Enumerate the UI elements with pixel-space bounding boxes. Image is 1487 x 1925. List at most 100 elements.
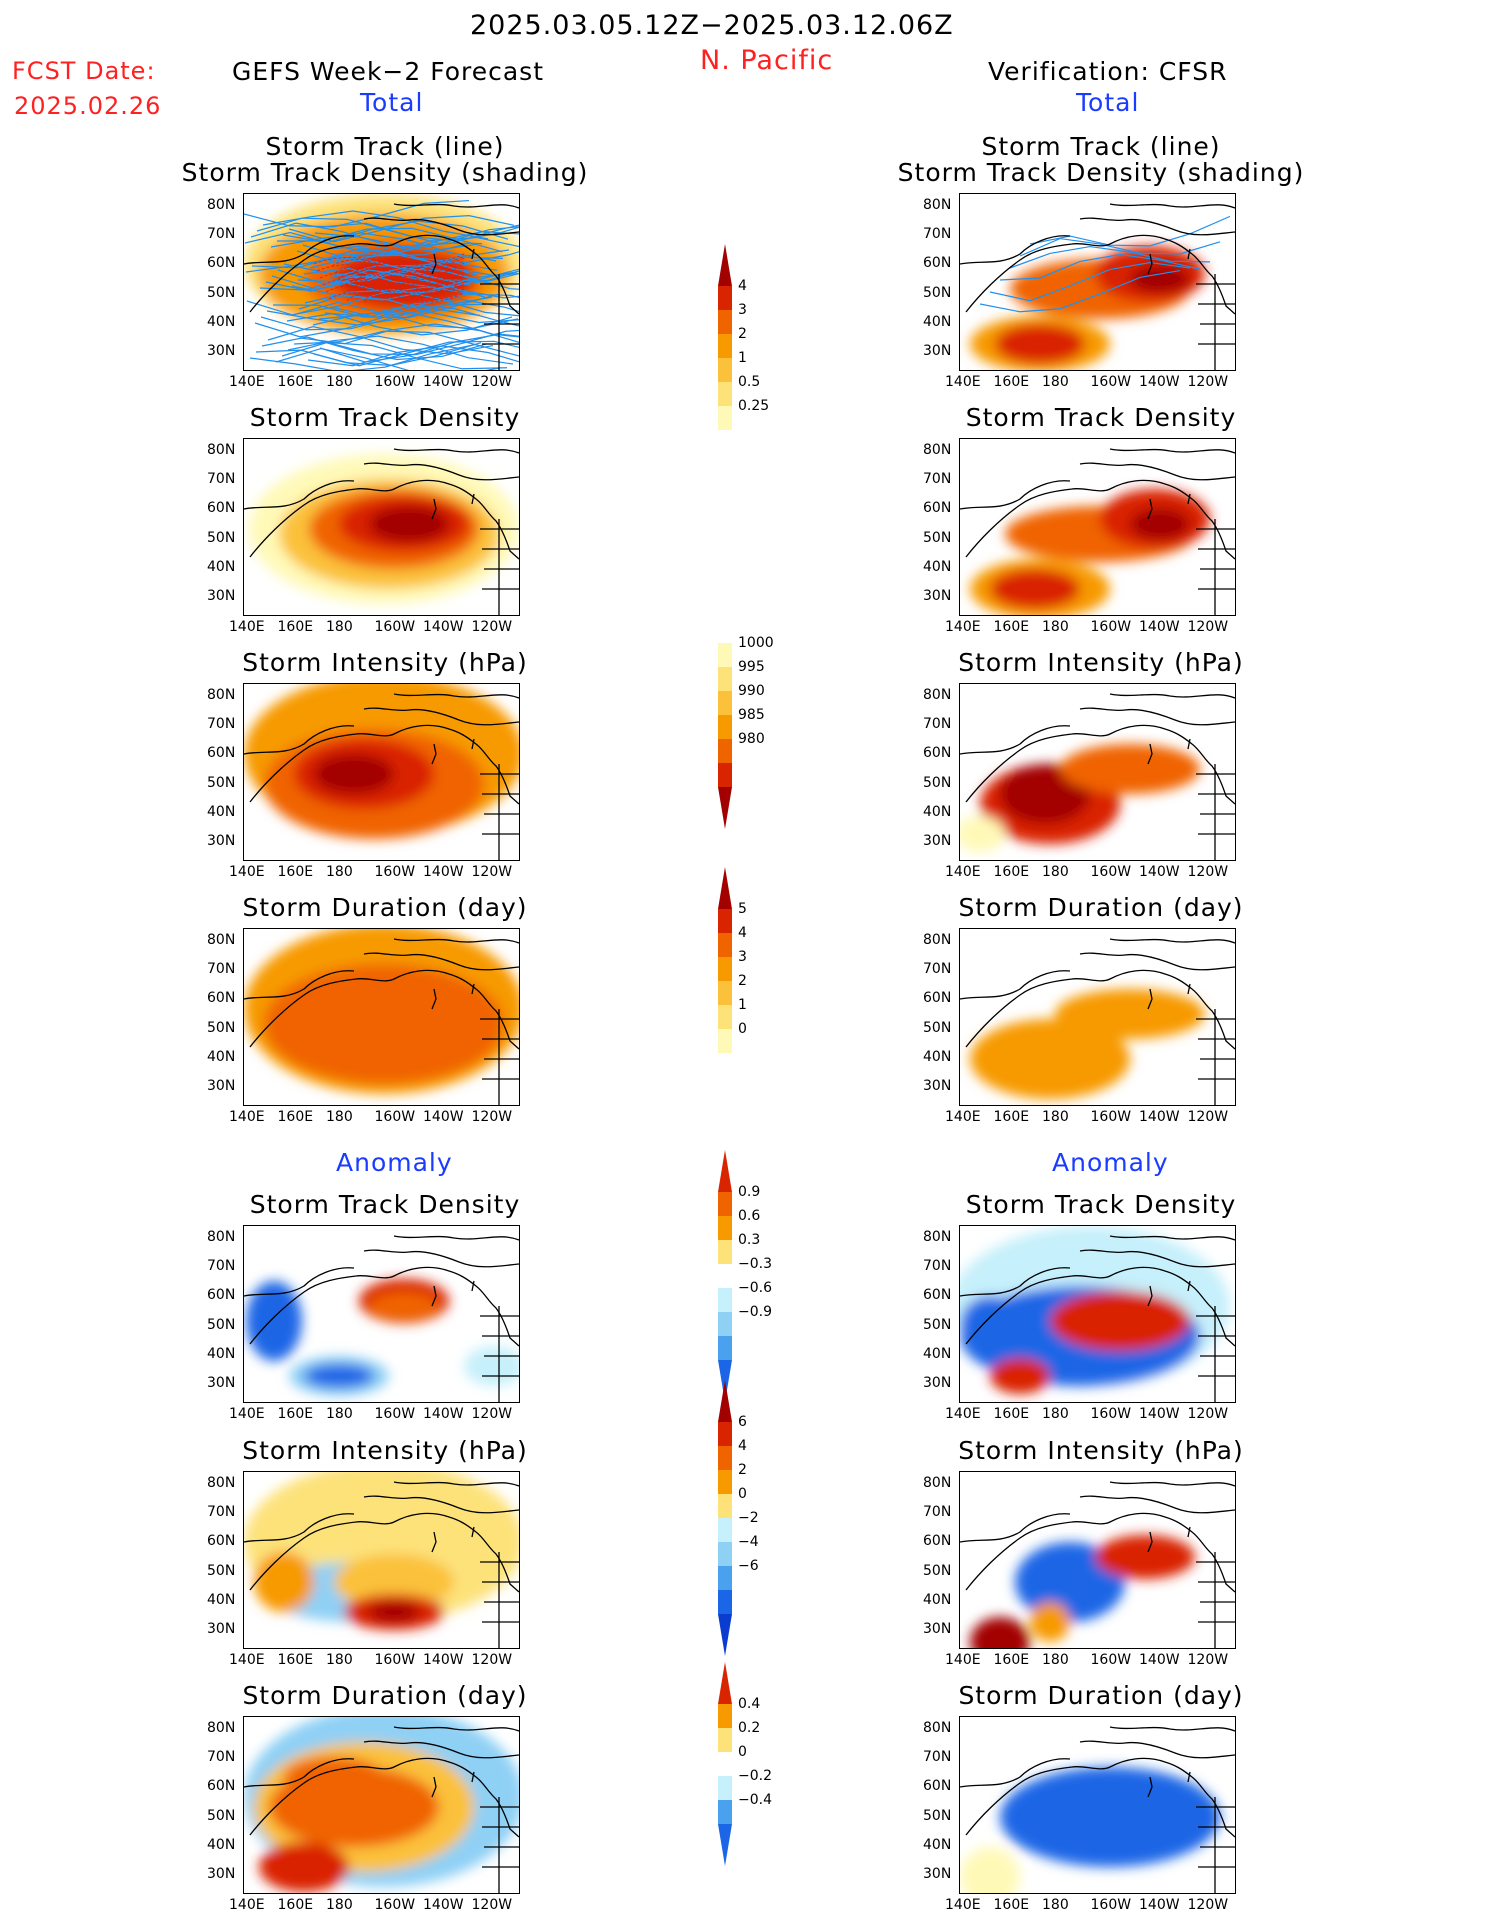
lat-tick-label: 70N (207, 226, 236, 243)
lon-tick-label: 180 (326, 864, 353, 880)
colorbar-swatch (718, 286, 732, 310)
lat-tick-label: 60N (923, 745, 952, 762)
field-blob (259, 1842, 349, 1892)
lat-tick-label: 70N (207, 716, 236, 733)
colorbar-swatch (718, 1614, 732, 1656)
lon-tick-label: 120W (1187, 1897, 1229, 1913)
field-blob (369, 1292, 439, 1320)
lat-tick-label: 60N (923, 1287, 952, 1304)
lon-tick-label: 140E (229, 1406, 265, 1422)
field-blob (990, 569, 1080, 609)
colorbar-tick-label: 980 (738, 731, 765, 747)
lat-tick-label: 40N (923, 1345, 952, 1362)
lon-tick-label: 160W (1090, 374, 1132, 390)
fcst-label: FCST Date: (12, 57, 156, 85)
colorbar-tick-label: −6 (738, 1558, 759, 1574)
fcst-date: 2025.02.26 (14, 92, 162, 120)
colorbar-tick-label: 1 (738, 997, 747, 1013)
lon-tick-label: 140W (423, 619, 464, 635)
lat-tick-label: 70N (923, 1504, 952, 1521)
colorbar-swatch (718, 406, 732, 430)
lat-tick-label: 60N (207, 255, 236, 272)
lat-tick-label: 40N (923, 803, 952, 820)
colorbar-tick-label: 990 (738, 683, 765, 699)
colorbar-swatch (718, 1312, 732, 1336)
coastline (244, 1235, 519, 1402)
colorbar-swatch (718, 715, 732, 739)
colorbar-swatch (718, 310, 732, 334)
colorbar-swatch (718, 1494, 732, 1518)
lat-tick-label: 30N (207, 588, 236, 604)
map-panel-l1 (243, 438, 520, 616)
lat-tick-label: 80N (207, 197, 236, 213)
lat-tick-label: 50N (207, 1562, 236, 1579)
lat-tick-label: 80N (923, 1720, 952, 1736)
lon-tick-label: 140E (229, 864, 265, 880)
lon-tick-label: 140E (945, 1406, 981, 1422)
field-blob (304, 1364, 374, 1388)
lon-tick-label: 160E (277, 374, 314, 390)
r-anom-density-title: Storm Track Density (965, 1190, 1237, 1219)
r-track-line-title: Storm Track (line) (981, 132, 1221, 161)
region-label: N. Pacific (700, 45, 834, 76)
lon-tick-label: 120W (1187, 1652, 1229, 1668)
coastline (960, 1726, 1235, 1893)
colorbar-swatch (718, 1336, 732, 1360)
r-density-title: Storm Track Density (965, 403, 1237, 432)
lon-tick-label: 120W (1187, 374, 1229, 390)
lat-tick-label: 70N (207, 1749, 236, 1766)
lat-tick-label: 40N (923, 1591, 952, 1608)
lat-tick-label: 30N (207, 1866, 236, 1882)
lat-tick-label: 40N (923, 313, 952, 330)
lon-tick-label: 160W (374, 1109, 416, 1125)
lat-tick-label: 30N (207, 1078, 236, 1094)
lat-tick-label: 80N (923, 1475, 952, 1491)
colorbar-swatch (718, 763, 732, 787)
lat-tick-label: 60N (923, 1778, 952, 1795)
colorbar-tick-label: −0.9 (738, 1304, 772, 1320)
lat-tick-label: 70N (207, 471, 236, 488)
colorbar-tick-label: 0.5 (738, 374, 760, 390)
lon-tick-label: 160E (277, 1109, 314, 1125)
lat-tick-label: 60N (923, 990, 952, 1007)
lat-tick-label: 70N (923, 471, 952, 488)
lat-tick-label: 50N (923, 1562, 952, 1579)
coastline (244, 1481, 519, 1648)
lon-tick-label: 120W (471, 374, 513, 390)
colorbar-swatch (718, 667, 732, 691)
lat-tick-label: 60N (207, 745, 236, 762)
lon-tick-label: 160W (374, 374, 416, 390)
lat-tick-label: 30N (923, 1866, 952, 1882)
lat-tick-label: 50N (923, 1807, 952, 1824)
lon-tick-label: 140W (423, 1652, 464, 1668)
colorbar-swatch (718, 739, 732, 763)
lat-tick-label: 50N (207, 529, 236, 546)
lon-tick-label: 160E (277, 864, 314, 880)
lat-tick-label: 30N (923, 1078, 952, 1094)
field-blob (995, 324, 1085, 364)
colorbar-tick-label: 4 (738, 1438, 747, 1454)
lon-tick-label: 160E (993, 1897, 1030, 1913)
field-blob (970, 1019, 1130, 1099)
left-total-label: Total (360, 88, 424, 117)
colorbar-tick-label: 0.2 (738, 1720, 760, 1736)
lon-tick-label: 160W (374, 1406, 416, 1422)
field-blob (970, 1617, 1030, 1648)
colorbar-tick-label: −0.4 (738, 1792, 772, 1808)
lat-tick-label: 80N (923, 932, 952, 948)
colorbar-swatch (718, 1029, 732, 1053)
field-blob (960, 816, 1005, 852)
lon-tick-label: 160W (1090, 1109, 1132, 1125)
colorbar-swatch (718, 1776, 732, 1800)
lat-tick-label: 30N (207, 1621, 236, 1637)
lon-tick-label: 120W (1187, 1406, 1229, 1422)
lon-tick-label: 180 (326, 1652, 353, 1668)
lat-tick-label: 70N (923, 716, 952, 733)
lon-tick-label: 180 (1042, 864, 1069, 880)
lon-tick-label: 120W (471, 1897, 513, 1913)
l-anom-duration-title: Storm Duration (day) (242, 1681, 528, 1710)
field-blob (960, 1296, 1020, 1356)
colorbar-tick-label: 0.25 (738, 398, 769, 414)
colorbar-swatch (718, 358, 732, 382)
lon-tick-label: 160W (1090, 864, 1132, 880)
